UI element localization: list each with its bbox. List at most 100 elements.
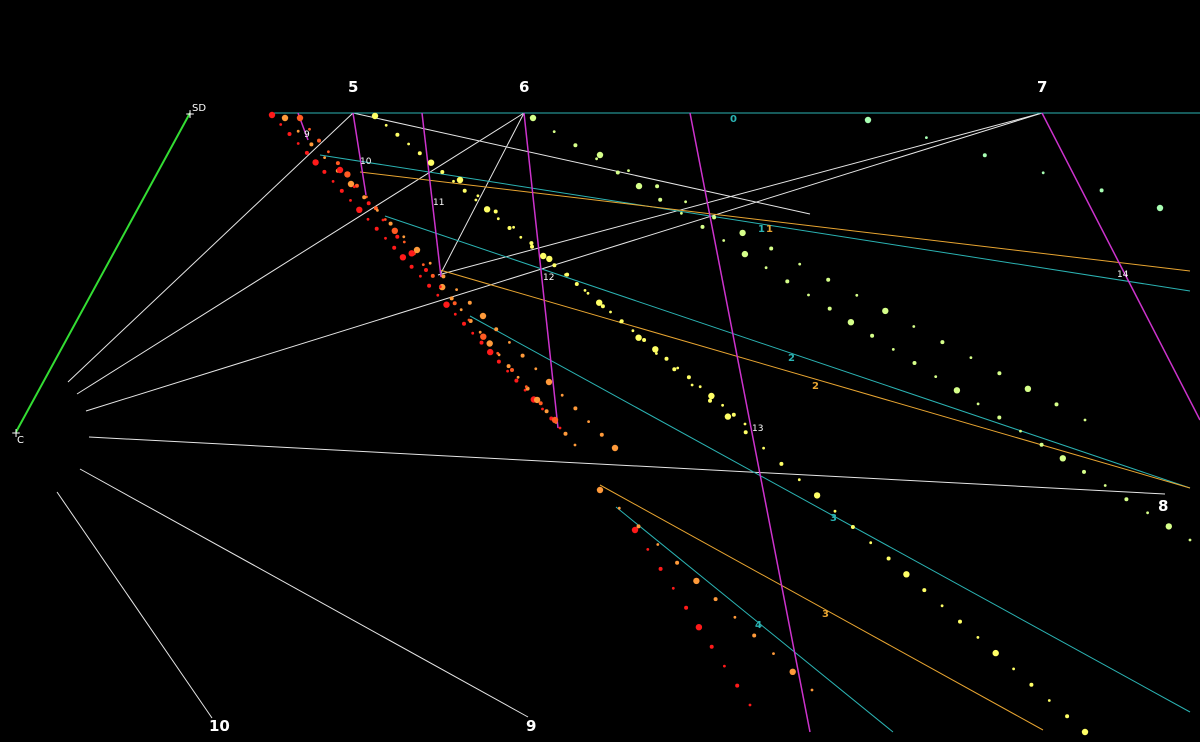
trail-dot <box>279 123 283 126</box>
trail-dot <box>296 129 300 133</box>
trail-dot <box>366 201 371 206</box>
trail-dot <box>541 407 544 411</box>
cyan-line-2 <box>384 215 1191 489</box>
trail-dot <box>376 209 379 212</box>
trail-dot <box>870 333 875 338</box>
trail-dot <box>312 159 319 166</box>
trail-dot <box>371 112 379 120</box>
trail-dot <box>462 321 466 326</box>
trail-dot <box>453 312 457 316</box>
trail-dot <box>287 132 292 136</box>
trail-dot <box>529 241 534 246</box>
trail-dot <box>855 293 859 297</box>
trail-dot <box>479 340 484 345</box>
trail-dot <box>656 543 660 546</box>
sd-c-line <box>15 112 191 433</box>
trail-dot <box>352 185 356 189</box>
trail-dot <box>335 161 340 166</box>
trail-dot <box>1081 728 1089 736</box>
trail-dot <box>384 123 388 127</box>
trail-dot <box>424 268 428 272</box>
trail-dot <box>1083 418 1087 422</box>
trail-dot <box>540 252 547 260</box>
magenta-label-12: 12 <box>543 273 554 283</box>
trail-dot <box>383 218 387 221</box>
trail-dot <box>684 605 689 610</box>
trail-dot <box>739 229 746 237</box>
trail-dot <box>392 245 397 250</box>
trail-dot <box>1065 714 1070 719</box>
trail-dot <box>611 444 619 452</box>
trail-dot <box>366 217 370 221</box>
cyan-label-1: 1 <box>758 224 765 235</box>
trail-dot <box>619 320 623 324</box>
trail-dot <box>476 194 480 198</box>
trail-dot <box>646 548 650 551</box>
trail-dot <box>456 176 464 184</box>
line-to-8 <box>88 436 1166 495</box>
trail-dot <box>524 385 528 389</box>
trail-dot <box>631 329 635 333</box>
trail-dot <box>1039 442 1044 447</box>
trail-dot <box>544 409 549 414</box>
trail-dot <box>686 375 691 380</box>
trail-dot <box>1124 497 1129 502</box>
trail-dot <box>586 291 590 295</box>
trail-dot <box>741 250 749 258</box>
cyan-line-4 <box>615 506 894 733</box>
trail-dot <box>748 703 752 707</box>
trail-dot <box>467 300 472 305</box>
trail-dot <box>440 170 445 174</box>
trail-dot <box>479 312 487 320</box>
trail-dot <box>982 153 987 158</box>
cyan-lines <box>270 112 1200 733</box>
trail-dot <box>722 239 726 242</box>
cyan-label-4: 4 <box>755 620 762 631</box>
trail-dot <box>953 387 961 394</box>
trail-dot <box>600 304 605 309</box>
trail-dot <box>826 277 831 282</box>
trail-dot <box>1082 469 1086 474</box>
vanishing-label-10: 10 <box>209 717 230 735</box>
trail-dot <box>552 130 556 134</box>
trail-dot <box>813 492 821 499</box>
trail-dot <box>395 234 400 239</box>
vanishing-label-5: 5 <box>348 78 358 96</box>
trail-dot <box>1156 204 1164 212</box>
magenta-line-13 <box>689 112 811 733</box>
trail-dot <box>684 200 687 204</box>
trail-dot <box>573 443 577 447</box>
cyan-label-3: 3 <box>830 513 837 524</box>
trail-dot <box>507 226 512 230</box>
trail-dot <box>1029 682 1034 687</box>
orange-lines <box>359 171 1191 731</box>
trail-dot <box>635 182 643 190</box>
trail-dot <box>912 361 917 365</box>
trail-dot <box>797 478 801 482</box>
trail-dot <box>339 188 344 193</box>
magenta-label-14: 14 <box>1117 270 1129 280</box>
trail-dot <box>609 310 612 314</box>
trail-dot <box>810 688 814 692</box>
trail-dot <box>514 378 519 383</box>
trail-dot <box>443 301 450 308</box>
trail-dot <box>546 255 553 263</box>
trail-dot <box>391 227 398 234</box>
trail-dot <box>455 288 458 291</box>
trail-dot <box>1012 667 1015 671</box>
trail-dot <box>743 430 748 435</box>
trail-dot <box>323 156 326 160</box>
trail-dot <box>635 334 642 341</box>
orange-line-2 <box>439 269 1191 489</box>
trail-dot <box>762 446 765 450</box>
trail-dot <box>384 236 387 240</box>
trail-dot <box>1188 538 1192 542</box>
magenta-label-13: 13 <box>752 424 763 434</box>
trail-dot <box>496 217 500 221</box>
trail-dot <box>508 341 511 344</box>
line-to-9 <box>79 468 529 718</box>
trail-dot <box>545 378 553 386</box>
trail-dot <box>583 289 587 292</box>
trail-dot <box>381 218 385 222</box>
trail-dot <box>349 199 352 202</box>
